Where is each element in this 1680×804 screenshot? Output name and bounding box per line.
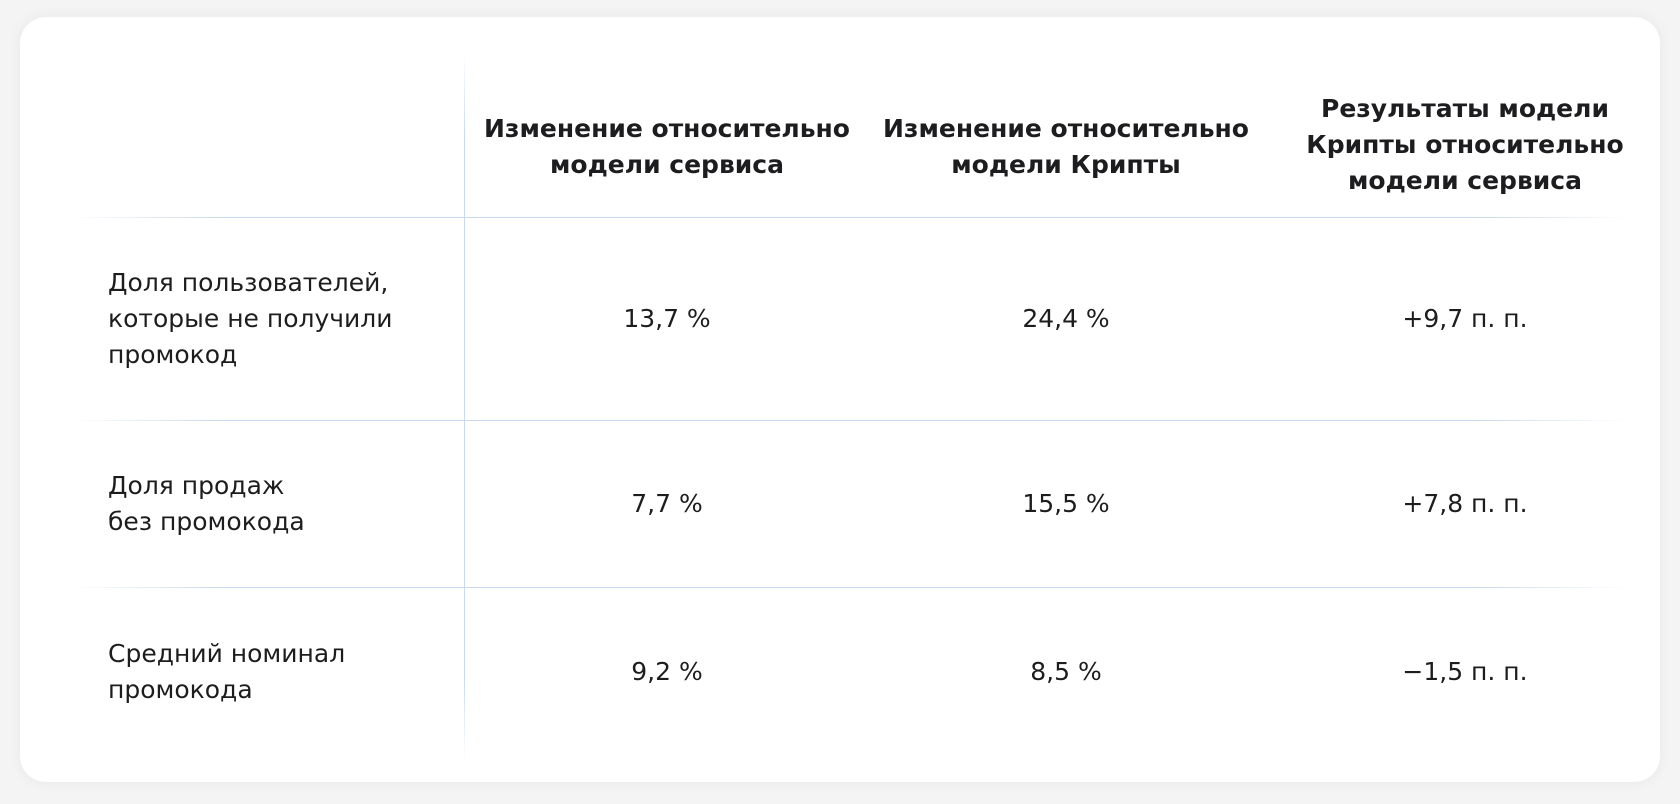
column-header-label: Изменение относительно модели Крипты: [883, 114, 1249, 179]
table-cell: +7,8 п. п.: [1402, 489, 1528, 518]
table-cell: 8,5 %: [1030, 656, 1102, 686]
table-cell: 13,7 %: [623, 304, 711, 333]
row-label-text: Доля продаж без промокода: [108, 471, 305, 536]
row-label-avg-promo-value: Средний номинал промокода: [108, 588, 448, 755]
row-divider: [70, 420, 1630, 421]
table-cell: +9,7 п. п.: [1402, 304, 1528, 333]
table-cell: 24,4 %: [1022, 304, 1110, 333]
row-divider: [70, 587, 1630, 588]
table-cell: 7,7 %: [631, 489, 703, 518]
row-label-users-without-promo: Доля пользователей, которые не получили …: [108, 218, 448, 420]
column-header-label: Изменение относительно модели сервиса: [484, 114, 850, 179]
column-header-service-model: Изменение относительно модели сервиса: [467, 77, 867, 217]
table-cell: −1,5 п. п.: [1402, 656, 1528, 686]
column-divider: [464, 53, 465, 761]
row-divider: [70, 217, 1630, 218]
column-header-crypta-model: Изменение относительно модели Крипты: [866, 77, 1266, 217]
table-cell: 15,5 %: [1022, 489, 1110, 518]
row-label-text: Доля пользователей, которые не получили …: [108, 268, 393, 369]
table-cell: 9,2 %: [631, 656, 703, 686]
comparison-table-card: Изменение относительно модели сервиса Из…: [20, 17, 1660, 782]
column-header-label: Результаты модели Крипты относительно мо…: [1306, 93, 1624, 195]
row-label-text: Средний номинал промокода: [108, 638, 346, 704]
row-label-sales-without-promo: Доля продаж без промокода: [108, 421, 448, 587]
column-header-crypta-vs-service: Результаты модели Крипты относительно мо…: [1265, 72, 1665, 217]
